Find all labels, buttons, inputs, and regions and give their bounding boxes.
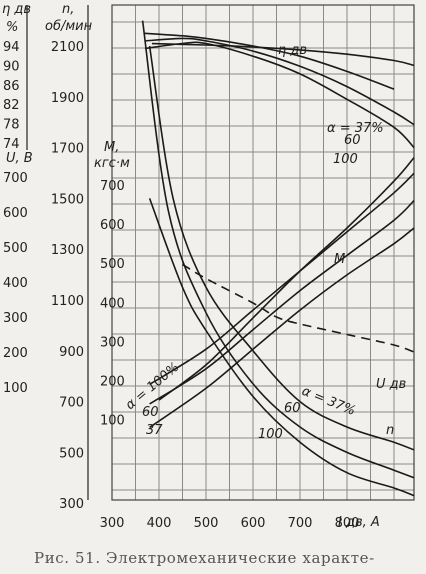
rpm-tick-label: 500 (59, 446, 84, 461)
plot-frame (111, 4, 415, 501)
voltage-tick-label: 200 (3, 346, 28, 361)
series-curve-11 (148, 198, 415, 497)
torque-tick-labels: 700 600 500 400 300 200 100 (100, 179, 125, 429)
curve-label-n100: 100 (258, 427, 283, 442)
torque-tick-label: 200 (100, 375, 125, 390)
series-curve-0 (151, 42, 415, 67)
eta-tick-label: 86 (3, 79, 20, 94)
rpm-tick-label: 1700 (51, 142, 84, 157)
axis-title-n: n, (62, 2, 74, 17)
curve-label-m60: 60 (142, 405, 159, 420)
torque-tick-label: 700 (100, 179, 125, 194)
curve-label-m: M (334, 252, 345, 267)
current-tick-labels: 300 400 500 600 700 800 (100, 516, 360, 531)
rpm-tick-label: 1900 (51, 91, 84, 106)
eta-tick-labels: 94 90 86 82 78 74 (3, 40, 20, 152)
rpm-tick-label: 900 (59, 345, 84, 360)
rpm-tick-label: 700 (59, 396, 84, 411)
eta-tick-label: 82 (3, 98, 20, 113)
rpm-tick-labels: 2100 1900 1700 1500 1300 1100 900 700 500 300 (51, 40, 84, 512)
rpm-tick-label: 1500 (51, 192, 84, 207)
curve-label-n60: 60 (284, 401, 301, 416)
axis-unit-n: об/мин (45, 19, 93, 34)
series-curve-10 (141, 20, 415, 479)
curve-label-100-top: 100 (333, 152, 358, 167)
torque-tick-label: 400 (100, 296, 125, 311)
voltage-tick-label: 100 (3, 381, 28, 396)
x-tick-label: 400 (147, 516, 172, 531)
torque-tick-label: 600 (100, 218, 125, 233)
x-axis-label: I дв, А (338, 515, 380, 530)
x-tick-label: 500 (194, 516, 219, 531)
eta-tick-label: 94 (3, 40, 20, 55)
curve-label-alpha37-top: α = 37% (327, 121, 384, 136)
series-curve-4 (158, 157, 415, 401)
curve-label-n: n (386, 423, 394, 438)
axis-title-m: M, (104, 140, 119, 155)
series-curve-7 (149, 227, 415, 429)
voltage-tick-label: 500 (3, 241, 28, 256)
torque-tick-label: 100 (100, 414, 125, 429)
rpm-tick-label: 300 (59, 497, 84, 512)
curve-label-u: U дв (376, 377, 406, 392)
rpm-tick-label: 2100 (51, 40, 84, 55)
voltage-tick-label: 600 (3, 206, 28, 221)
axis-unit-m: кгс·м (94, 156, 130, 171)
curve-label-60-top: 60 (344, 133, 361, 148)
eta-tick-label: 90 (3, 59, 20, 74)
rpm-tick-label: 1300 (51, 243, 84, 258)
x-tick-label: 700 (288, 516, 313, 531)
x-tick-label: 800 (335, 516, 360, 531)
voltage-tick-labels: 700 600 500 400 300 200 100 (3, 171, 28, 396)
x-tick-label: 600 (241, 516, 266, 531)
axis-scale-lines (26, 5, 89, 500)
axis-title-eta: η дв (2, 2, 31, 17)
curve-label-alpha37-n: α = 37% (300, 384, 358, 419)
torque-tick-label: 500 (100, 257, 125, 272)
curve-label-m37: 37 (146, 423, 163, 438)
voltage-tick-label: 700 (3, 171, 28, 186)
torque-tick-label: 300 (100, 335, 125, 350)
curve-label-eta: η дв (278, 43, 307, 58)
x-tick-label: 300 (100, 516, 125, 531)
voltage-tick-label: 300 (3, 311, 28, 326)
figure-caption: Рис. 51. Электромеханические характе- (34, 549, 375, 567)
series-curve-9 (148, 45, 415, 451)
rpm-tick-label: 1100 (51, 294, 84, 309)
eta-tick-label: 74 (3, 137, 20, 152)
voltage-tick-label: 400 (3, 276, 28, 291)
series-curve-8 (182, 263, 415, 353)
series-curve-5 (149, 172, 415, 386)
series-curve-6 (149, 200, 415, 405)
series-curve-2 (144, 37, 415, 126)
series-curve-1 (144, 32, 395, 90)
series-curve-3 (144, 41, 415, 149)
axis-unit-eta: % (6, 20, 18, 35)
eta-tick-label: 78 (3, 118, 20, 133)
chart-series-group (141, 20, 415, 497)
axis-title-u: U, В (6, 151, 33, 166)
